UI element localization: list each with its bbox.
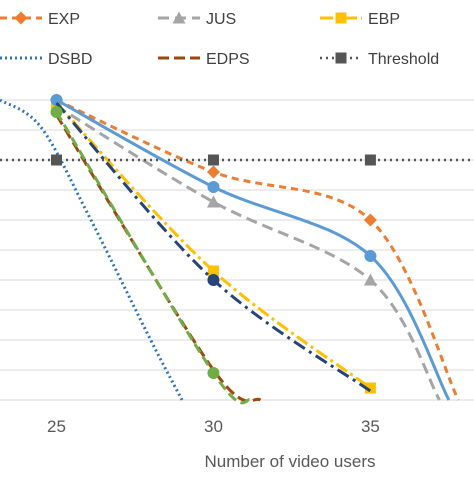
series-unlabeled-8 xyxy=(50,106,252,405)
x-tick-label: 35 xyxy=(361,417,380,436)
series-line xyxy=(55,104,441,401)
series-line xyxy=(55,101,372,390)
data-point xyxy=(206,165,220,179)
series-line xyxy=(55,111,252,405)
data-point xyxy=(51,154,63,166)
series-layer xyxy=(0,93,474,405)
legend-label: DSBD xyxy=(48,51,92,68)
legend-item-edps: EDPS xyxy=(158,51,250,68)
legend-label: Threshold xyxy=(368,51,439,68)
legend-item-dsbd: DSBD xyxy=(0,51,92,68)
data-point xyxy=(364,250,377,262)
data-point xyxy=(207,367,220,379)
data-point xyxy=(206,195,220,208)
series-unlabeled-7 xyxy=(55,102,372,393)
legend-item-jus: JUS xyxy=(158,11,236,28)
legend-marker xyxy=(172,11,186,24)
series-threshold xyxy=(0,154,474,166)
series-line xyxy=(55,98,460,401)
x-ticks: 25 30 35 xyxy=(47,417,380,436)
data-point xyxy=(363,213,377,227)
x-tick-label: 30 xyxy=(204,417,223,436)
legend-label: JUS xyxy=(206,11,236,28)
x-axis-label: Number of video users xyxy=(204,452,375,471)
series-line xyxy=(55,98,451,401)
legend-marker xyxy=(335,12,347,24)
data-point xyxy=(364,382,376,394)
legend: EXP JUS EBP DSBD EDPS Threshold xyxy=(0,11,439,68)
legend-marker xyxy=(335,52,347,64)
legend-label: EDPS xyxy=(206,51,250,68)
x-tick-label: 25 xyxy=(47,417,66,436)
data-point xyxy=(50,106,63,118)
data-point xyxy=(207,181,220,193)
legend-item-exp: EXP xyxy=(0,11,80,28)
data-point xyxy=(363,273,377,286)
data-point xyxy=(207,154,219,166)
series-ebp xyxy=(51,97,376,394)
data-point xyxy=(207,265,219,277)
legend-item-ebp: EBP xyxy=(320,11,400,28)
series-jus xyxy=(55,104,441,401)
data-point xyxy=(364,154,376,166)
legend-item-threshold: Threshold xyxy=(320,51,439,68)
legend-marker xyxy=(14,11,28,25)
series-unlabeled-6 xyxy=(50,94,451,401)
legend-label: EBP xyxy=(368,11,400,28)
series-exp xyxy=(50,93,460,401)
gridlines xyxy=(0,99,474,401)
data-point xyxy=(50,94,63,106)
legend-label: EXP xyxy=(48,11,80,28)
data-point xyxy=(207,274,220,286)
